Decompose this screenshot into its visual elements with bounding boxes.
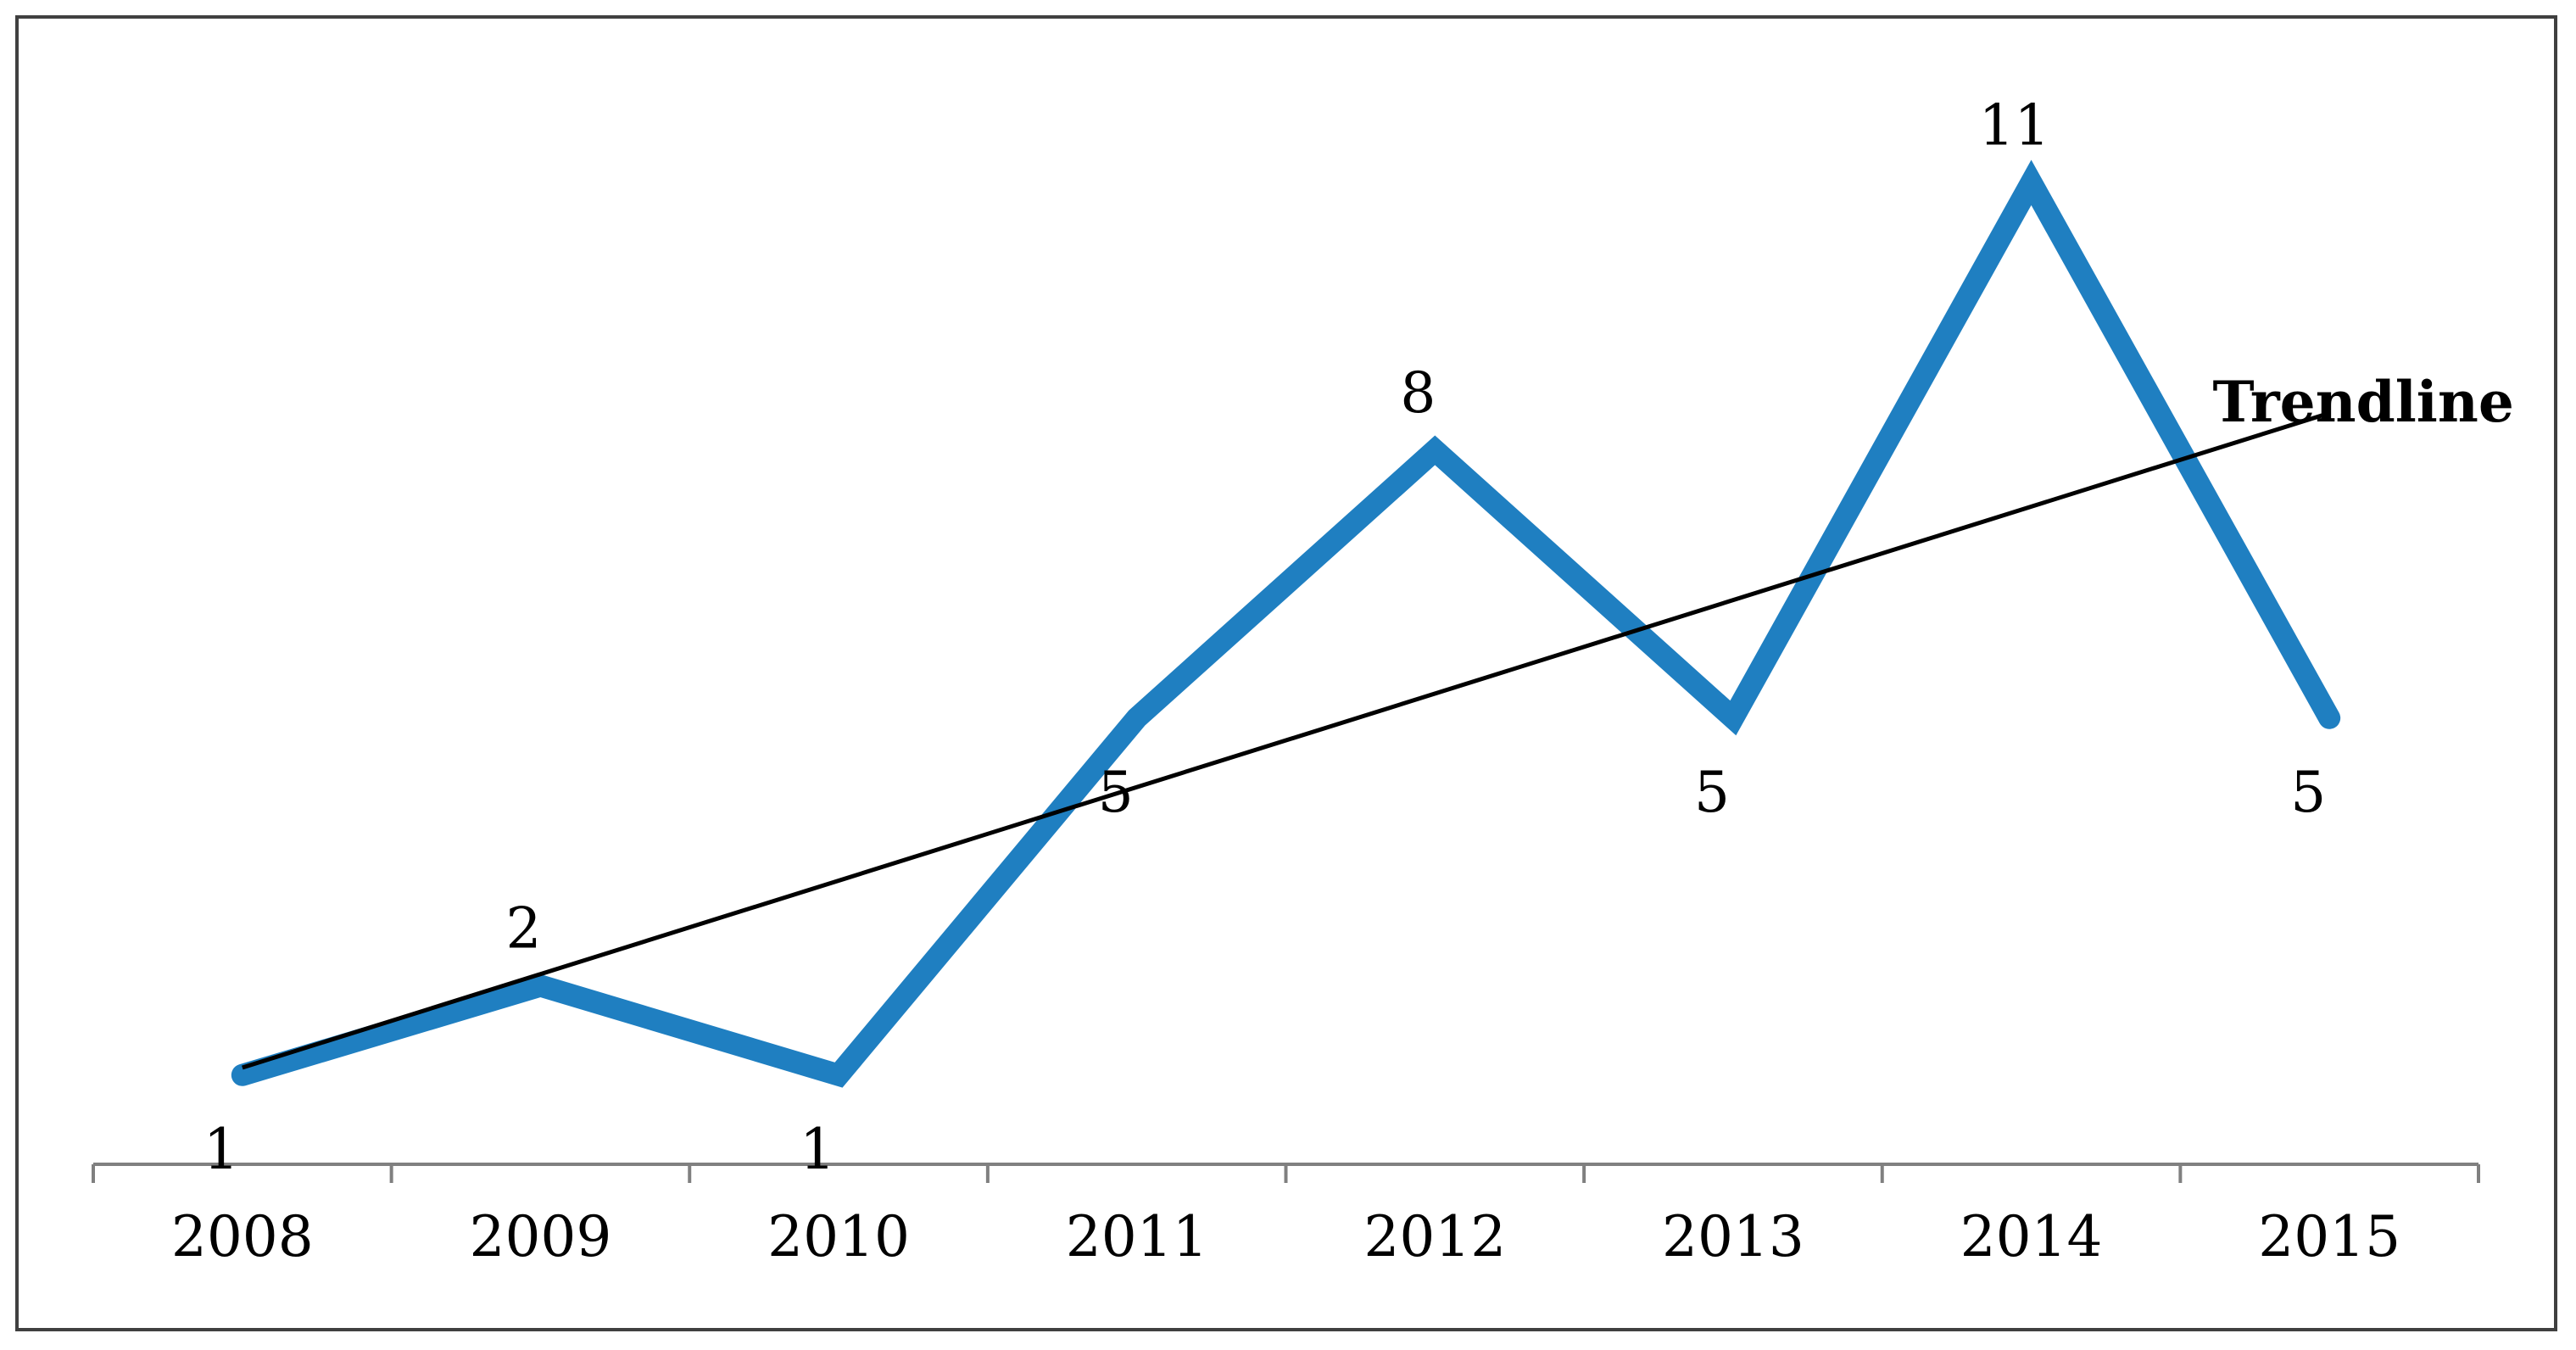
- x-tick-label-2012: 2012: [1363, 1204, 1506, 1269]
- data-label-2008: 1: [204, 1117, 239, 1182]
- x-tick-label-2008: 2008: [171, 1204, 314, 1269]
- x-axis-tick-labels: 2008 2009 2010 2011 2012 2013 2014 2015: [171, 1204, 2400, 1269]
- x-tick-label-2013: 2013: [1662, 1204, 1804, 1269]
- data-labels: 1 2 1 5 8 5 11 5: [204, 92, 2326, 1182]
- x-tick-label-2009: 2009: [469, 1204, 611, 1269]
- trendline: [242, 410, 2330, 1070]
- data-label-2009: 2: [505, 896, 541, 962]
- data-label-2012: 8: [1400, 360, 1436, 426]
- x-tick-label-2010: 2010: [767, 1204, 910, 1269]
- x-axis-ticks: [92, 1164, 2480, 1183]
- series-line: [231, 159, 2341, 1088]
- x-tick-label-2014: 2014: [1960, 1204, 2103, 1269]
- data-label-2011: 5: [1098, 760, 1134, 825]
- trendline-label: Trendline: [2213, 369, 2514, 435]
- data-label-2014: 11: [1979, 92, 2050, 158]
- x-tick-label-2011: 2011: [1066, 1204, 1208, 1269]
- data-label-2010: 1: [800, 1117, 835, 1182]
- x-tick-label-2015: 2015: [2258, 1204, 2400, 1269]
- data-label-2013: 5: [1694, 760, 1730, 825]
- chart-frame: [15, 15, 2557, 1331]
- data-label-2015: 5: [2290, 760, 2326, 825]
